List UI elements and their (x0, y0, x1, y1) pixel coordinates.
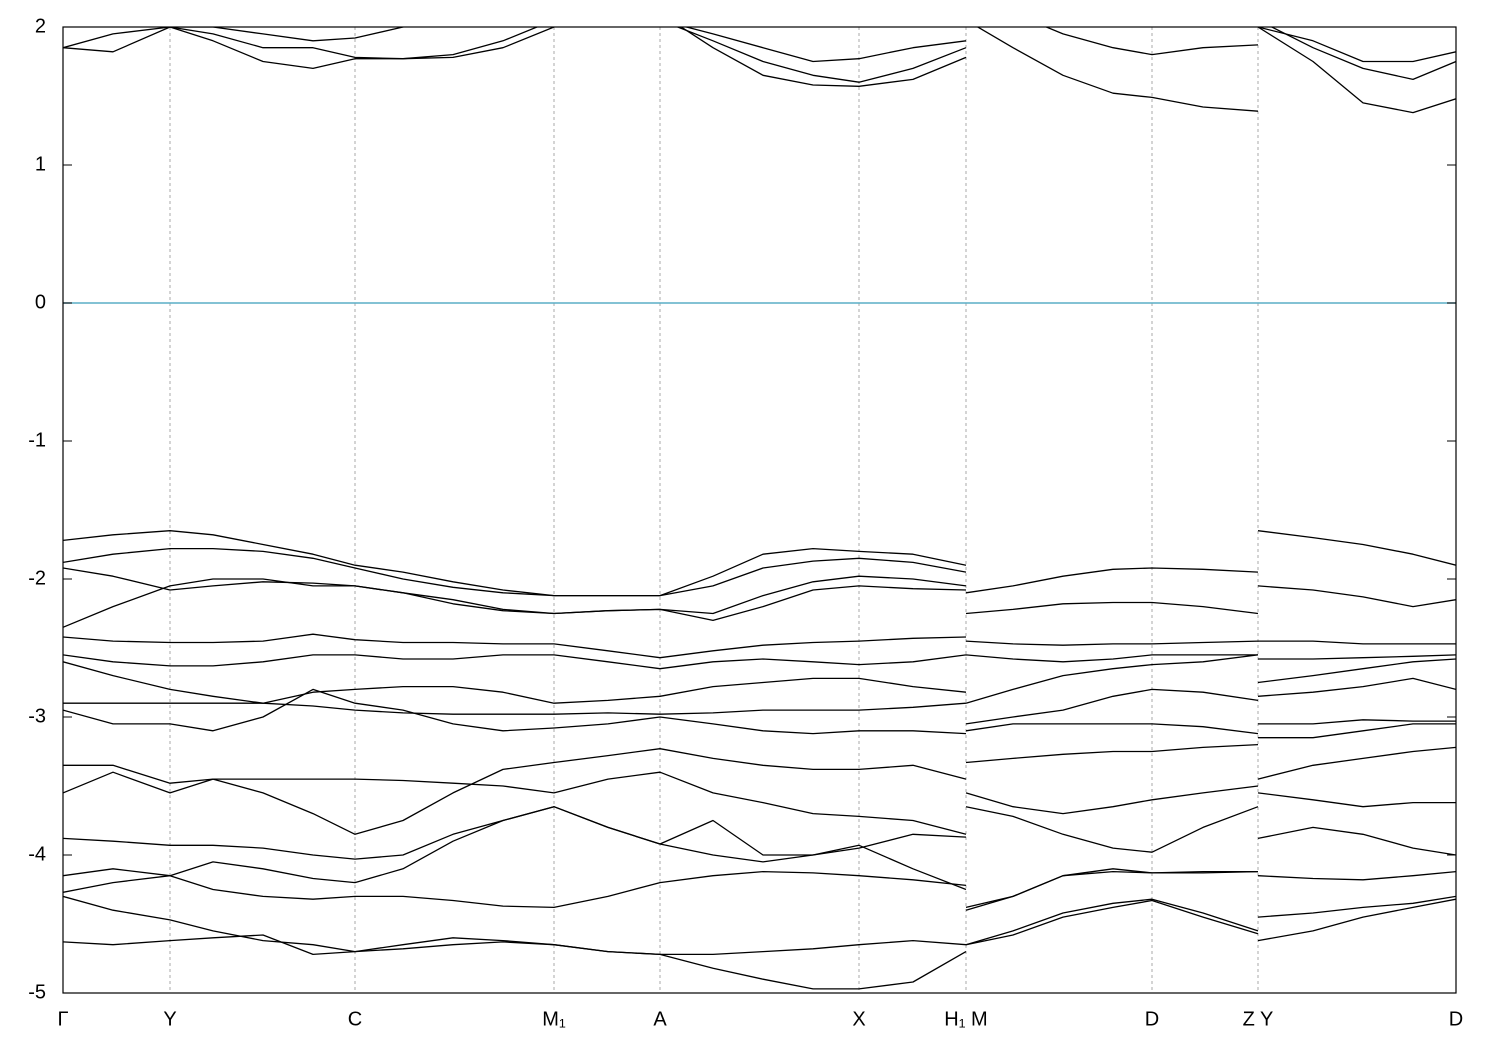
band (63, 898, 1456, 990)
band (63, 27, 1456, 114)
band (63, 633, 1456, 659)
band (63, 870, 1456, 911)
y-tick-label: -3 (28, 705, 46, 727)
band (63, 654, 1456, 670)
plot-frame (62, 26, 1457, 994)
y-tick-label: 0 (35, 291, 46, 313)
x-tick-label: Γ (57, 1008, 68, 1030)
axes: -5 -4 -3 -2 -1 0 1 2 Γ Y C M₁ A X H₁ M D Z Y D (28, 15, 1463, 1030)
x-tick-label: D (1145, 1008, 1159, 1030)
band (63, 530, 1456, 597)
x-tick-label: M₁ (542, 1008, 566, 1030)
x-tick-label: D (1449, 1008, 1463, 1030)
y-tick-label: -2 (28, 567, 46, 589)
y-tick-label: -4 (28, 843, 46, 865)
y-tick-label: -5 (28, 981, 46, 1003)
x-tick-label: Y (163, 1008, 176, 1030)
x-tick-label: Z Y (1243, 1008, 1274, 1030)
band (63, 688, 1456, 735)
band (63, 654, 1456, 704)
x-tick-label: H₁ M (944, 1008, 987, 1030)
band (63, 27, 1456, 83)
band (63, 792, 1456, 863)
y-tick-label: -1 (28, 429, 46, 451)
band (63, 677, 1456, 725)
grid (169, 27, 1259, 993)
x-tick-label: C (348, 1008, 362, 1030)
band (63, 746, 1456, 835)
band (164, 27, 1456, 63)
y-tick-label: 1 (35, 153, 46, 175)
x-tick-label: X (852, 1008, 865, 1030)
band (63, 895, 1456, 956)
band (63, 578, 967, 628)
band (63, 567, 967, 615)
band (63, 723, 1456, 835)
band (63, 547, 1456, 615)
x-tick-label: A (653, 1008, 667, 1030)
y-tick-label: 2 (35, 15, 46, 37)
band (63, 806, 1456, 909)
bands (63, 27, 1456, 990)
